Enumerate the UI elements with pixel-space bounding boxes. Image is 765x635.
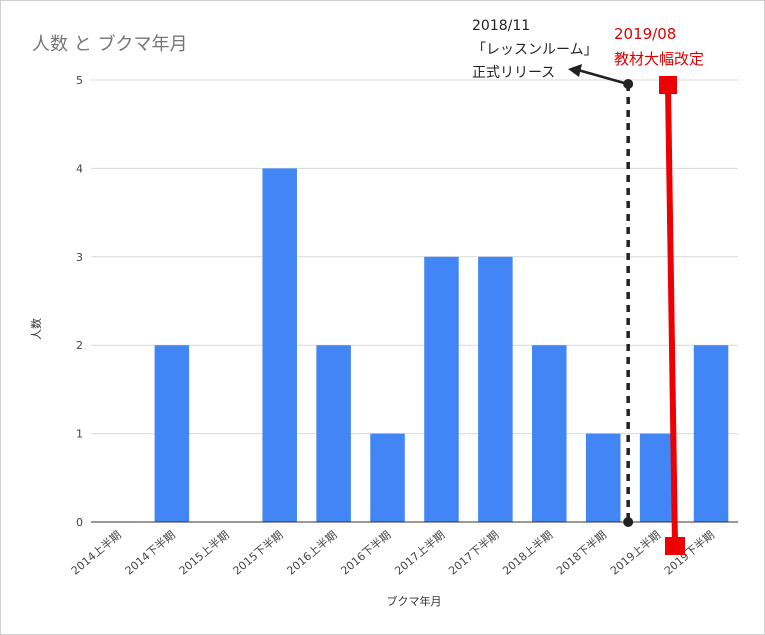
chart-title: 人数 と ブクマ年月 (32, 33, 187, 55)
annotation-dot-top (623, 79, 634, 89)
annotation-arrow-head (568, 64, 582, 77)
annotation-red-text: 教材大幅改定 (614, 50, 704, 68)
x-tick-label: 2018上半期 (499, 528, 555, 578)
annotations: 2018/11 「レッスンルーム」正式リリース 2019/08 教材大幅改定 (472, 18, 704, 555)
bars (154, 168, 729, 522)
x-tick-label: 2014上半期 (68, 528, 124, 578)
y-tick-label: 0 (76, 516, 83, 529)
x-tick-label: 2015上半期 (176, 528, 232, 578)
y-tick-label: 5 (76, 74, 83, 87)
y-tick-label: 2 (76, 339, 83, 352)
annotation-text: 2018/11 (472, 18, 530, 34)
annotation-dot-bottom (623, 517, 634, 527)
bar (639, 433, 675, 522)
bar (693, 345, 729, 522)
bar (316, 345, 351, 522)
y-tick-label: 4 (76, 162, 83, 175)
annotation-text: 正式リリース (472, 65, 555, 81)
annotation-red-square-top (659, 76, 677, 94)
annotation-red-line (665, 85, 678, 546)
y-axis-label: 人数 (30, 318, 43, 340)
x-tick-label: 2016下半期 (338, 528, 394, 578)
x-tick-label: 2017上半期 (392, 528, 448, 578)
x-tick-label: 2014下半期 (122, 528, 178, 578)
y-tick-label: 1 (76, 428, 83, 441)
bar (585, 433, 621, 522)
x-tick-label: 2019上半期 (607, 528, 663, 578)
x-tick-label: 2015下半期 (230, 528, 286, 578)
x-axis-label: ブクマ年月 (387, 594, 442, 608)
x-tick-label: 2018下半期 (553, 528, 609, 578)
bar (370, 433, 405, 522)
x-tick-label: 2016上半期 (284, 528, 340, 578)
annotation-arrow-shaft (577, 68, 625, 85)
x-axis-ticks: 2014上半期2014下半期2015上半期2015下半期2016上半期2016下… (68, 528, 717, 578)
y-tick-label: 3 (76, 251, 83, 264)
bar (262, 168, 297, 522)
bar (154, 345, 190, 522)
bar (424, 256, 459, 522)
annotation-red-text: 2019/08 (614, 25, 676, 43)
annotation-red-square-bottom (665, 537, 685, 555)
annotation-text: 「レッスンルーム」 (472, 42, 598, 58)
x-tick-label: 2017下半期 (446, 528, 502, 578)
y-axis-ticks: 0 1 2 3 4 5 (76, 74, 83, 529)
bar (478, 256, 513, 522)
bar (532, 345, 567, 522)
